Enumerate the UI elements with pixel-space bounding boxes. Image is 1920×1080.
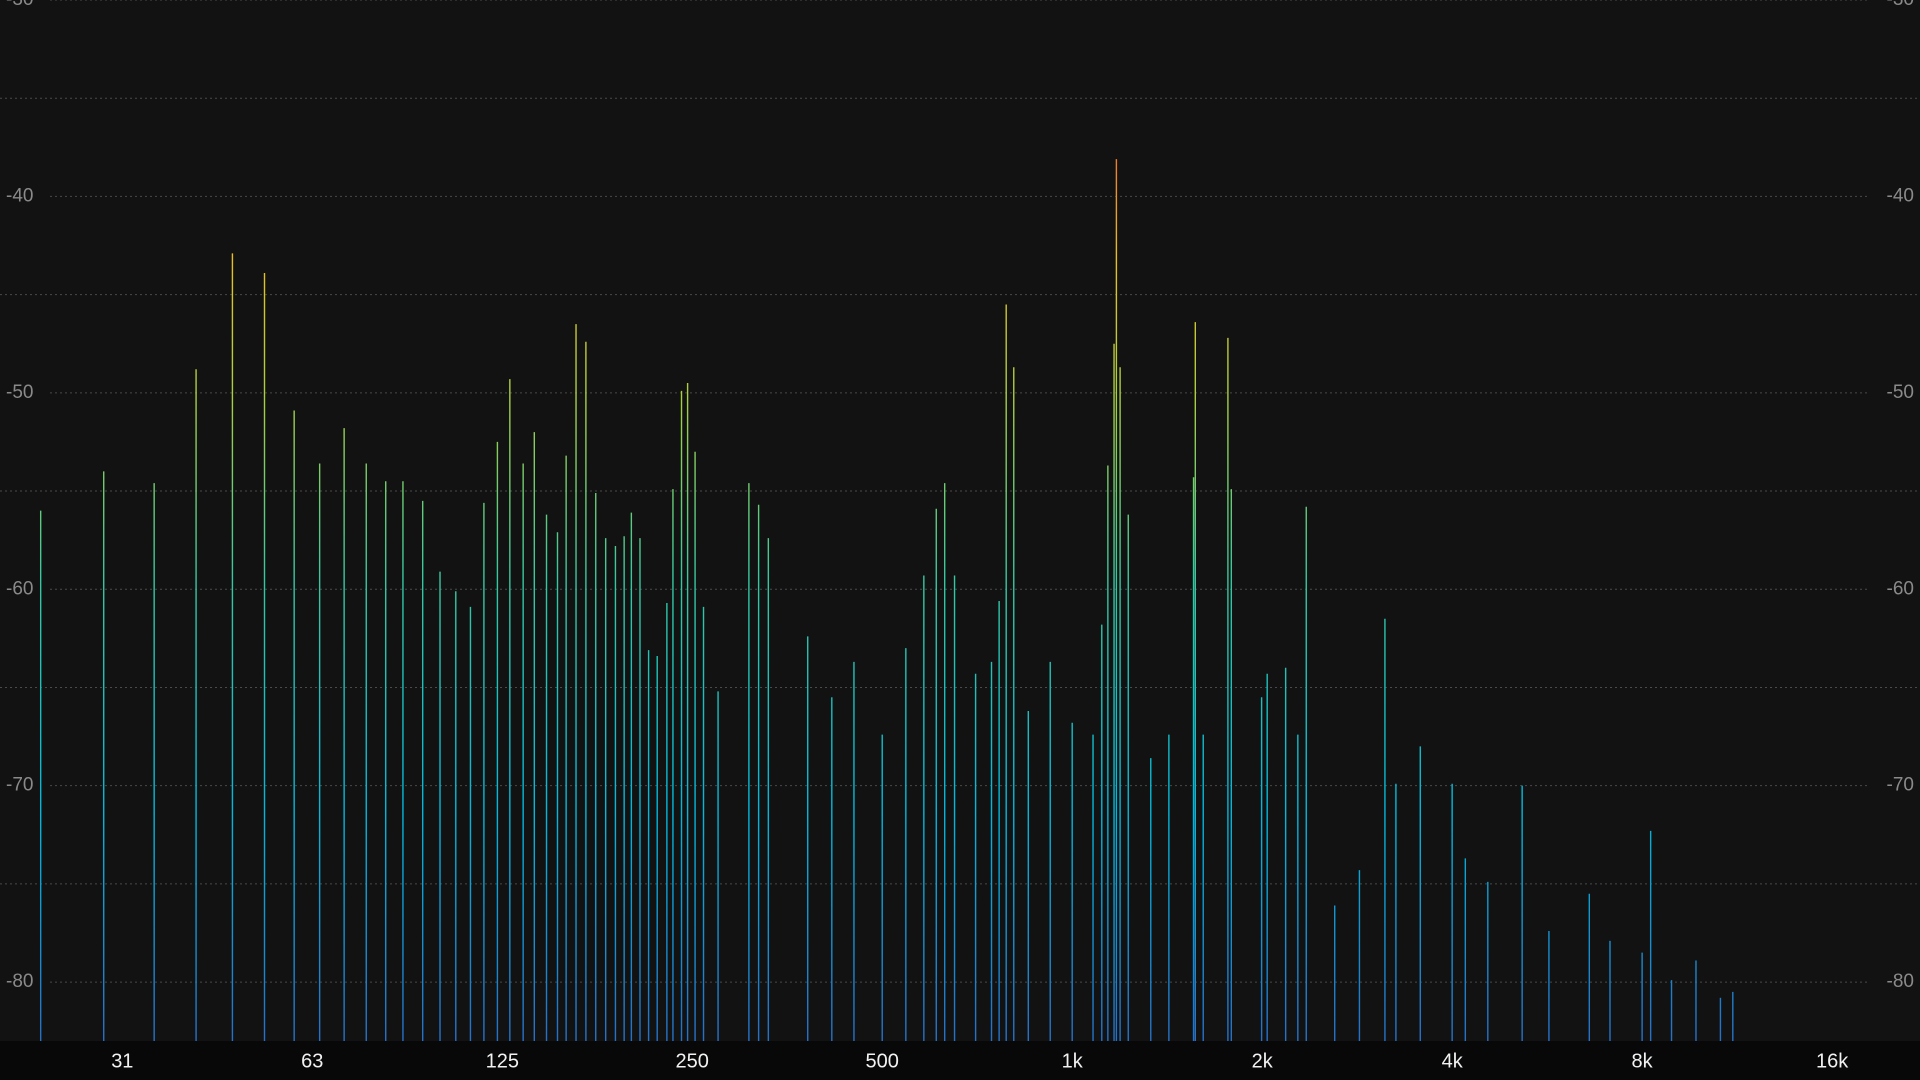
y-tick-label-right: -30	[1887, 0, 1914, 10]
x-tick-label: 16k	[1816, 1050, 1849, 1072]
y-tick-label: -40	[6, 185, 33, 206]
y-tick-label-right: -80	[1887, 971, 1914, 992]
y-tick-label-right: -40	[1887, 185, 1914, 206]
y-tick-label: -60	[6, 578, 33, 599]
x-tick-label: 125	[486, 1050, 519, 1072]
x-tick-label: 250	[676, 1050, 709, 1072]
x-tick-label: 31	[111, 1050, 133, 1072]
x-tick-label: 500	[866, 1050, 899, 1072]
y-tick-label: -70	[6, 775, 33, 796]
y-tick-label-right: -70	[1887, 775, 1914, 796]
frequency-axis-bar	[0, 1041, 1920, 1080]
x-tick-label: 4k	[1442, 1050, 1464, 1072]
y-tick-label: -30	[6, 0, 33, 10]
x-tick-label: 63	[301, 1050, 323, 1072]
x-tick-label: 8k	[1632, 1050, 1654, 1072]
y-tick-label: -80	[6, 971, 33, 992]
y-tick-label-right: -60	[1887, 578, 1914, 599]
y-tick-label-right: -50	[1887, 382, 1914, 403]
plot-area	[0, 0, 1920, 1041]
x-tick-label: 1k	[1062, 1050, 1084, 1072]
x-tick-label: 2k	[1252, 1050, 1274, 1072]
y-tick-label: -50	[6, 382, 33, 403]
